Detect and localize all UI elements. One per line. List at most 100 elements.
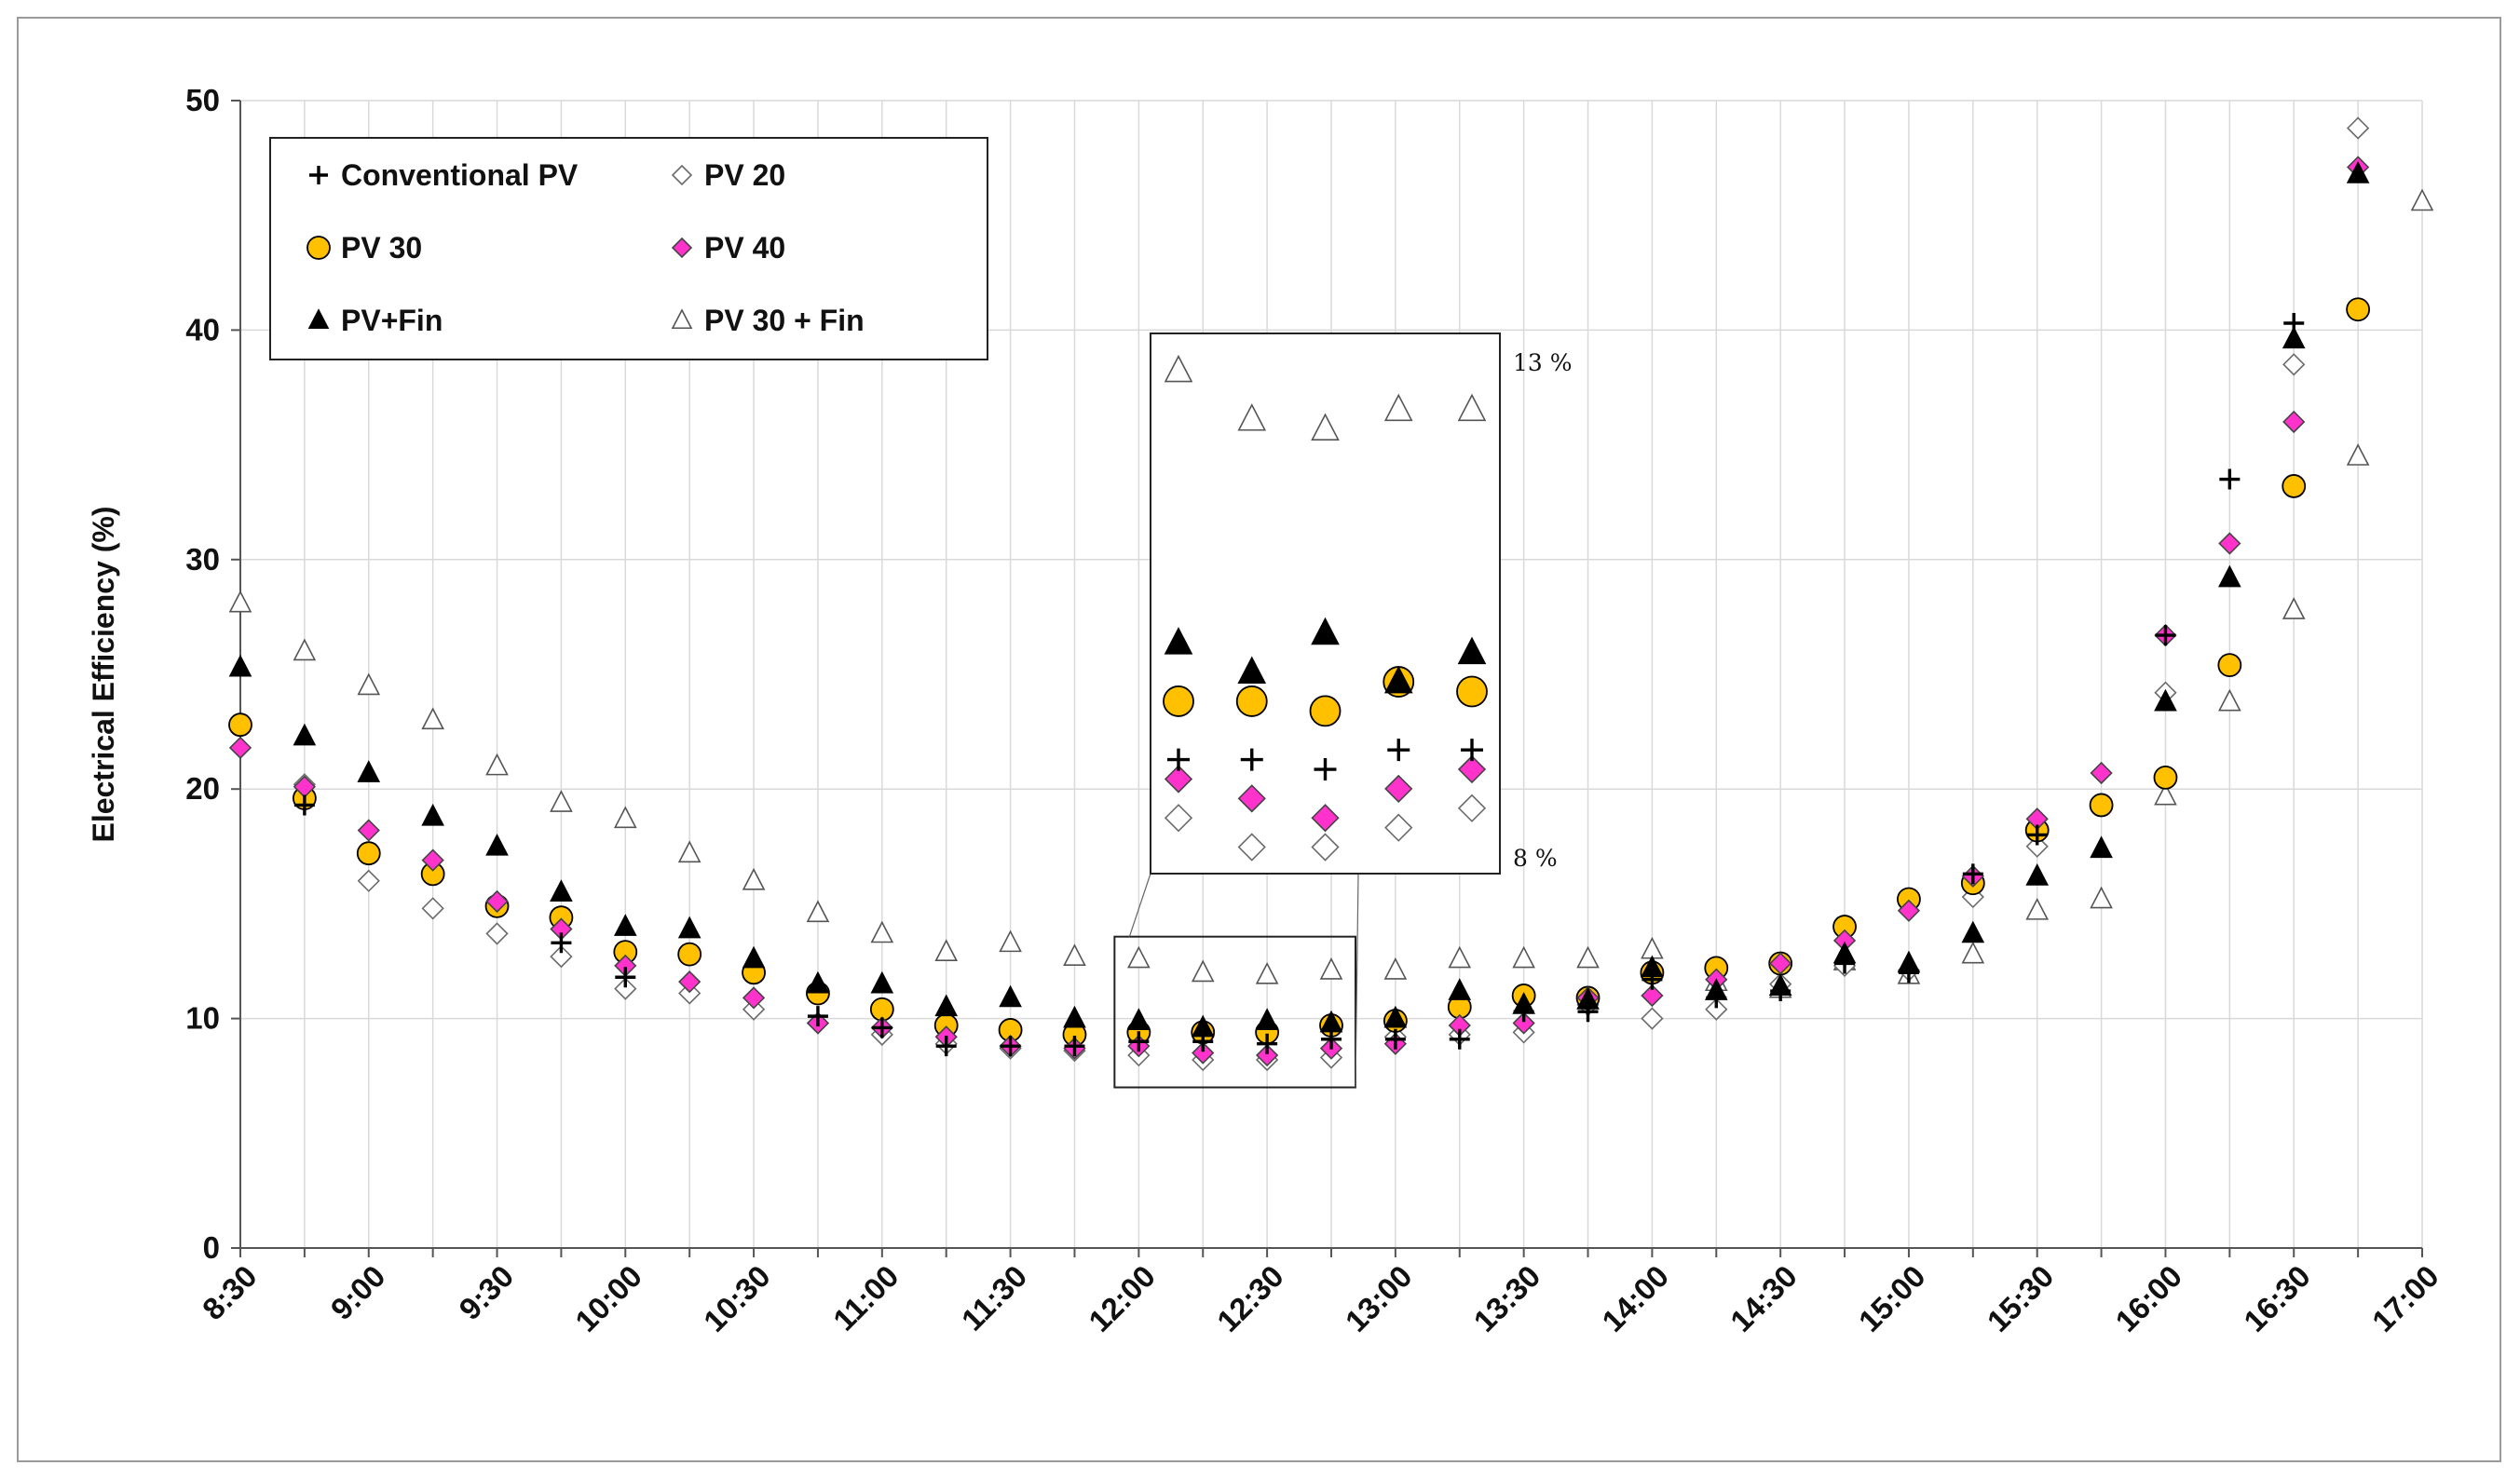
- legend-label: PV 40: [704, 231, 785, 265]
- data-point: [2025, 834, 2049, 858]
- inset-data-point: [1461, 739, 1483, 762]
- inset-data-point: [1164, 627, 1193, 655]
- x-tick-label: 12:30: [1210, 1258, 1290, 1338]
- data-point: [2282, 326, 2306, 349]
- legend-label: PV 30: [341, 231, 422, 265]
- data-point: [2217, 653, 2242, 678]
- data-point: [870, 920, 894, 943]
- data-point: [934, 994, 959, 1017]
- x-tick-label: 10:30: [697, 1258, 777, 1338]
- y-tick-label: 20: [185, 771, 220, 806]
- zoom-inset: 13 % 8 %: [1113, 332, 1573, 1089]
- data-point: [1961, 941, 1985, 964]
- data-point: [1448, 945, 1472, 969]
- y-tick-label: 30: [185, 542, 220, 577]
- data-point: [934, 939, 959, 962]
- inset-data-point: [1457, 393, 1487, 422]
- legend-box: [269, 137, 988, 360]
- inset-data-point: [1387, 739, 1410, 762]
- data-point: [293, 638, 317, 661]
- x-tick-label: 12:00: [1082, 1258, 1162, 1338]
- y-tick-label: 10: [185, 1001, 220, 1036]
- data-point: [677, 840, 702, 863]
- data-point: [1448, 978, 1472, 1000]
- data-point: [615, 967, 636, 988]
- data-point: [1127, 1008, 1151, 1030]
- data-point: [1192, 1031, 1214, 1052]
- data-point: [1128, 1031, 1150, 1052]
- data-point: [293, 723, 317, 746]
- data-point: [807, 1006, 828, 1027]
- data-point: [1449, 1028, 1470, 1050]
- data-point: [485, 922, 509, 945]
- data-point: [2026, 824, 2048, 846]
- data-point: [2218, 688, 2241, 712]
- data-point: [228, 736, 252, 759]
- data-point: [1321, 1028, 1342, 1050]
- y-tick-label: 40: [185, 312, 220, 346]
- inset-connector-line: [1355, 873, 1359, 1088]
- data-point: [1962, 863, 1983, 885]
- inset-bottom-label: 8 %: [1513, 845, 1558, 872]
- inset-data-point: [1240, 748, 1263, 771]
- data-point: [1319, 957, 1343, 980]
- data-point: [357, 869, 380, 892]
- legend-marker: [306, 236, 331, 260]
- x-tick-label: 11:30: [955, 1258, 1034, 1337]
- data-point: [1384, 1028, 1406, 1050]
- data-point: [421, 848, 444, 872]
- data-point: [2282, 353, 2306, 376]
- legend-label: PV+Fin: [341, 304, 443, 337]
- data-point: [421, 897, 444, 920]
- legend-label: PV 30 + Fin: [704, 304, 865, 337]
- data-point: [1255, 961, 1279, 984]
- data-point: [871, 1017, 892, 1038]
- legend-marker: [307, 308, 330, 330]
- y-tick-label: 0: [203, 1230, 220, 1265]
- data-point: [1127, 945, 1151, 969]
- data-point: [2219, 468, 2241, 490]
- data-point: [485, 753, 509, 776]
- data-point: [2218, 564, 2241, 588]
- data-point: [1770, 981, 1791, 1002]
- inset-data-point: [1384, 774, 1413, 804]
- x-tick-label: 11:00: [826, 1258, 906, 1337]
- inset-source-box: [1113, 935, 1356, 1089]
- data-point: [1834, 953, 1856, 974]
- x-tick-label: 10:00: [568, 1258, 648, 1338]
- data-point: [1383, 1005, 1408, 1028]
- data-point: [1191, 959, 1215, 983]
- x-tick-label: 15:00: [1852, 1258, 1932, 1338]
- inset-data-point: [1456, 675, 1488, 708]
- data-point: [421, 707, 444, 730]
- data-point: [935, 1036, 957, 1057]
- legend-marker: [309, 166, 328, 184]
- data-point: [1063, 943, 1086, 966]
- data-point: [613, 806, 637, 829]
- data-point: [1512, 1011, 1535, 1035]
- y-tick-label: 50: [185, 83, 220, 117]
- inset-data-point: [1237, 656, 1267, 684]
- inset-data-point: [1457, 636, 1487, 665]
- x-tick-label: 9:30: [452, 1258, 520, 1326]
- data-point: [1257, 1033, 1278, 1054]
- x-tick-label: 16:30: [2237, 1258, 2317, 1338]
- data-point: [421, 803, 444, 826]
- data-point: [870, 970, 894, 994]
- data-point: [2154, 782, 2177, 806]
- inset-data-point: [1457, 754, 1487, 784]
- inset-data-point: [1314, 758, 1337, 781]
- data-point: [2090, 886, 2113, 909]
- data-point: [228, 712, 252, 738]
- data-point: [1063, 1005, 1086, 1028]
- inset-data-point: [1383, 665, 1413, 694]
- data-point: [2282, 410, 2306, 434]
- data-point: [2346, 116, 2370, 140]
- data-point: [1255, 1008, 1279, 1030]
- data-point: [485, 833, 509, 856]
- x-tick-label: 15:30: [1981, 1258, 2061, 1338]
- data-point: [2025, 897, 2050, 920]
- data-point: [357, 819, 380, 842]
- inset-data-point: [1163, 685, 1194, 717]
- inset-data-point: [1383, 393, 1413, 422]
